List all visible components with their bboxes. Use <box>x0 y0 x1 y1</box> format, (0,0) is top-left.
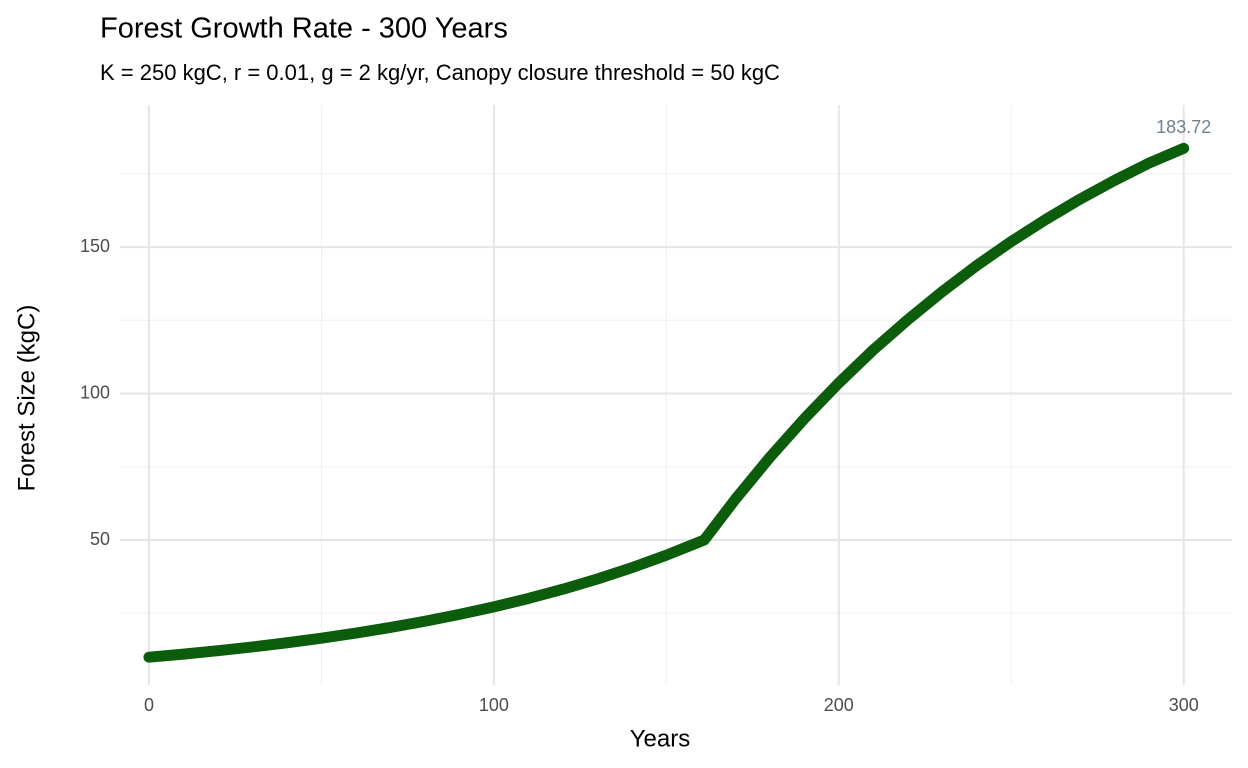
x-axis-title: Years <box>630 725 691 752</box>
x-tick-label: 100 <box>479 695 509 715</box>
y-tick-label: 100 <box>80 382 110 402</box>
x-tick-label: 0 <box>144 695 154 715</box>
y-tick-label: 50 <box>90 529 110 549</box>
y-axis-title: Forest Size (kgC) <box>13 305 40 492</box>
x-tick-label: 200 <box>824 695 854 715</box>
end-value-label: 183.72 <box>1156 117 1211 137</box>
chart-subtitle: K = 250 kgC, r = 0.01, g = 2 kg/yr, Cano… <box>100 60 780 85</box>
y-tick-label: 150 <box>80 236 110 256</box>
chart-title: Forest Growth Rate - 300 Years <box>100 13 508 45</box>
x-tick-label: 300 <box>1169 695 1199 715</box>
line <box>143 142 1190 663</box>
